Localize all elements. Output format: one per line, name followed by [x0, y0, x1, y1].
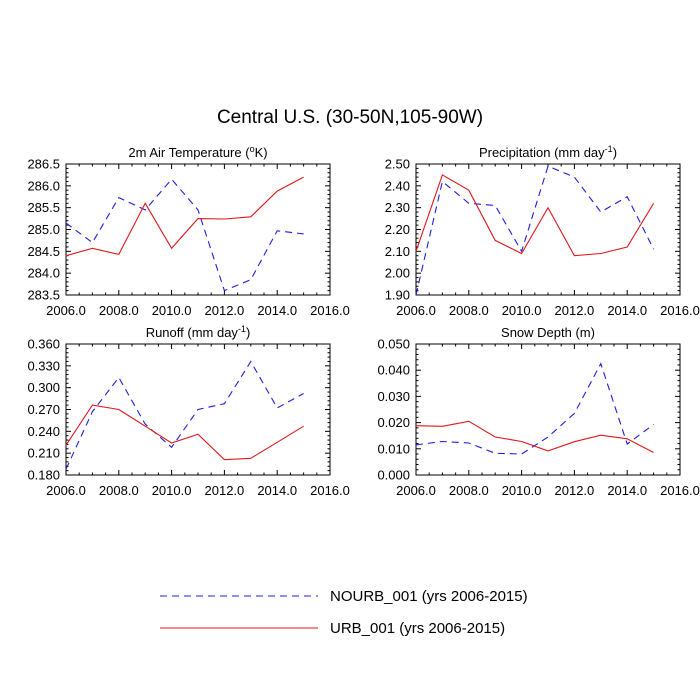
y-tick-label: 286.0: [27, 178, 60, 193]
panel-title: Precipitation (mm day-1): [479, 144, 617, 160]
y-tick-label: 0.030: [377, 389, 410, 404]
series-line-urb: [415, 420, 654, 453]
y-tick-label: 0.050: [377, 337, 410, 352]
x-tick-label: 2010.0: [152, 483, 192, 498]
series-line-nourb: [65, 178, 304, 292]
panel-title: 2m Air Temperature (oK): [128, 144, 267, 160]
panel-2: 1.90 2.00 2.10 2.20 2.30 2.40 2.50 2006.0 2008.0…: [385, 144, 700, 318]
y-tick-label: 2.10: [385, 244, 410, 259]
y-tick-label: 284.5: [27, 244, 60, 259]
y-tick-label: 2.50: [385, 157, 410, 172]
y-tick-label: 0.040: [377, 363, 410, 378]
y-tick-label: 2.00: [385, 266, 410, 281]
y-tick-label: 2.30: [385, 200, 410, 215]
x-tick-label: 2012.0: [205, 303, 245, 318]
y-tick-label: 285.5: [27, 200, 60, 215]
x-tick-label: 2012.0: [555, 483, 595, 498]
x-tick-label: 2014.0: [607, 483, 647, 498]
x-tick-label: 2008.0: [449, 483, 489, 498]
series-line-urb: [65, 404, 304, 461]
y-tick-label: 0.000: [377, 468, 410, 483]
plot-frame: [415, 343, 681, 476]
series-line-nourb: [415, 362, 654, 455]
x-tick-label: 2016.0: [310, 483, 350, 498]
x-tick-label: 2008.0: [449, 303, 489, 318]
series-line-urb: [415, 174, 655, 257]
y-tick-label: 2.40: [385, 178, 410, 193]
x-tick-label: 2016.0: [660, 303, 700, 318]
panel-4: 0.000 0.010 0.020 0.030 0.040 0.050 2006.0 2008…: [377, 325, 699, 498]
y-tick-label: 1.90: [385, 288, 410, 303]
plot-frame: [415, 163, 681, 296]
x-tick-label: 2014.0: [607, 303, 647, 318]
y-tick-label: 0.300: [27, 380, 60, 395]
series-line-nourb: [65, 360, 304, 470]
x-tick-label: 2010.0: [152, 303, 192, 318]
y-tick-label: 283.5: [27, 288, 60, 303]
x-tick-label: 2006.0: [46, 483, 86, 498]
x-tick-label: 2016.0: [660, 483, 700, 498]
x-tick-label: 2008.0: [99, 483, 139, 498]
figure-title: Central U.S. (30-50N,105-90W): [216, 107, 484, 128]
y-tick-label: 2.20: [385, 222, 410, 237]
y-tick-label: 0.330: [27, 358, 60, 373]
legend-label-urb: URB_001 (yrs 2006-2015): [330, 620, 505, 637]
x-tick-label: 2008.0: [99, 303, 139, 318]
x-tick-label: 2014.0: [257, 483, 297, 498]
x-tick-label: 2006.0: [46, 303, 86, 318]
y-tick-label: 286.5: [27, 157, 60, 172]
y-tick-label: 0.020: [377, 415, 410, 430]
panel-title: Runoff (mm day-1): [146, 324, 251, 340]
x-tick-label: 2006.0: [396, 303, 436, 318]
series-line-urb: [65, 176, 304, 257]
x-tick-label: 2010.0: [502, 303, 542, 318]
x-tick-label: 2014.0: [257, 303, 297, 318]
x-tick-label: 2006.0: [396, 483, 436, 498]
legend-label-nourb: NOURB_001 (yrs 2006-2015): [330, 588, 528, 605]
x-tick-label: 2016.0: [310, 303, 350, 318]
x-tick-label: 2012.0: [555, 303, 595, 318]
y-tick-label: 0.360: [27, 337, 60, 352]
y-tick-label: 0.210: [27, 446, 60, 461]
panel-title: Snow Depth (m): [501, 325, 595, 340]
series-line-nourb: [415, 165, 655, 296]
y-tick-label: 0.010: [377, 441, 410, 456]
y-tick-label: 0.270: [27, 402, 60, 417]
y-tick-label: 284.0: [27, 266, 60, 281]
y-tick-label: 0.180: [27, 468, 60, 483]
panel-3: 0.180 0.210 0.240 0.270 0.300 0.330 0.360 2006.…: [27, 324, 349, 498]
x-tick-label: 2012.0: [205, 483, 245, 498]
y-tick-label: 0.240: [27, 424, 60, 439]
panel-1: 283.5 284.0 284.5 285.0 285.5 286.0 286.5 2006.…: [27, 144, 349, 318]
x-tick-label: 2010.0: [502, 483, 542, 498]
y-tick-label: 285.0: [27, 222, 60, 237]
